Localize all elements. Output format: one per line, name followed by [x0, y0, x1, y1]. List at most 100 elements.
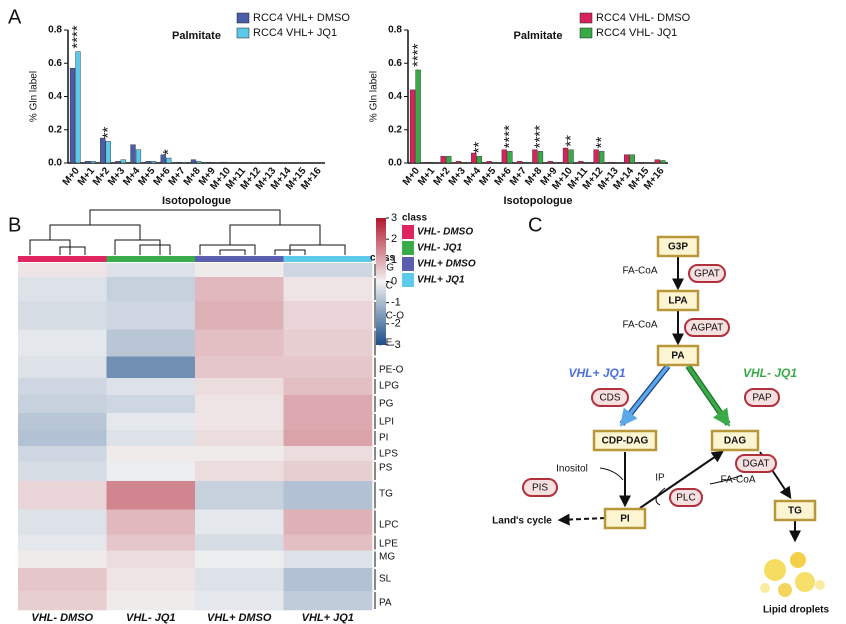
heatmap-cell — [283, 591, 373, 611]
legend-swatch — [402, 241, 414, 255]
heatmap-cell — [18, 550, 107, 569]
bar — [654, 159, 660, 164]
heatmap-cell — [106, 395, 196, 414]
bar — [522, 161, 528, 164]
bar — [440, 156, 446, 164]
y-axis-label: % Gln label — [369, 71, 380, 122]
legend-label: VHL- JQ1 — [417, 243, 462, 254]
heatmap-cell — [18, 263, 107, 278]
heatmap-cell — [18, 301, 107, 330]
pathway-node — [773, 499, 817, 522]
column-label: VHL- JQ1 — [126, 612, 176, 624]
heatmap-cell — [283, 509, 373, 535]
heatmap-cell — [195, 481, 284, 510]
colorbar-label: -3 — [391, 339, 401, 351]
enzyme — [688, 264, 726, 283]
heatmap-cell — [106, 356, 196, 379]
bar — [415, 69, 421, 164]
node-label: PI — [620, 514, 630, 525]
column-label: VHL+ JQ1 — [302, 612, 354, 624]
row-label: PC-O — [379, 311, 404, 322]
heatmap-cell — [106, 378, 196, 396]
heatmap-cell — [106, 413, 196, 431]
bar — [425, 161, 431, 164]
legend-swatch — [579, 27, 593, 39]
heatmap-cell — [283, 446, 373, 462]
x-axis-label: Isotopologue — [503, 195, 572, 207]
legend-swatch — [236, 27, 250, 39]
colorbar — [376, 218, 386, 345]
heatmap-cell — [106, 301, 196, 330]
heatmap-cell — [18, 395, 107, 414]
bar — [145, 161, 151, 164]
arrow-cds — [619, 364, 670, 427]
enzyme — [744, 388, 780, 407]
heatmap-cell — [18, 329, 107, 357]
bar — [624, 154, 630, 164]
node-label: PA — [671, 351, 684, 362]
legend-label: RCC4 VHL+ JQ1 — [253, 27, 337, 39]
significance: **** — [501, 125, 518, 149]
row-label: LPE — [379, 539, 398, 550]
group-bar — [106, 256, 195, 262]
bar — [120, 159, 126, 164]
enzyme-label: DGAT — [742, 459, 769, 470]
diagram-label: IP — [655, 473, 665, 484]
bar — [583, 161, 589, 164]
bar — [455, 161, 462, 164]
heatmap-cell — [106, 277, 196, 302]
heatmap-cell — [283, 430, 373, 447]
pathway-node — [592, 429, 658, 452]
heatmap-cell — [18, 413, 107, 431]
colorbar-label: 0 — [391, 275, 397, 287]
group-bar — [283, 256, 372, 262]
diagram-label: FA-CoA — [622, 320, 657, 331]
bar — [430, 161, 437, 164]
colorbar-label: 3 — [391, 212, 397, 224]
heatmap-cell — [283, 413, 373, 431]
heatmap-cell — [106, 591, 196, 611]
node-label: G3P — [668, 242, 688, 253]
heatmap-cell — [18, 378, 107, 396]
heatmap-cell — [106, 481, 196, 510]
colorbar-label: 2 — [391, 233, 397, 245]
bar — [501, 149, 508, 164]
enzyme — [684, 318, 730, 337]
arrow-pap — [686, 365, 730, 427]
legend-label: VHL+ JQ1 — [417, 275, 465, 286]
pathway-node — [710, 429, 760, 452]
y-tick-label: 0.4 — [388, 91, 402, 102]
bar — [150, 161, 157, 164]
enzyme — [591, 388, 629, 407]
heatmap-cell — [195, 356, 284, 379]
node-label: DAG — [724, 436, 746, 447]
legend-swatch — [579, 12, 593, 24]
enzyme-label: PAP — [752, 393, 772, 404]
heatmap-cell — [106, 461, 196, 482]
heatmap-cell — [18, 481, 107, 510]
diagram-label: FA-CoA — [622, 266, 657, 277]
panel-label: A — [8, 6, 22, 28]
bar — [608, 161, 615, 164]
column-label: VHL+ DMSO — [207, 612, 272, 624]
group-bar — [18, 256, 107, 262]
bar — [181, 161, 187, 164]
row-label: PS — [379, 463, 393, 474]
y-tick-label: 0.4 — [48, 91, 62, 102]
bar — [409, 89, 416, 164]
significance: ** — [562, 135, 579, 147]
node-label: TG — [788, 506, 802, 517]
heatmap-cell — [283, 461, 373, 482]
heatmap-cell — [195, 430, 284, 447]
heatmap-cell — [195, 568, 284, 592]
heatmap-cell — [106, 534, 196, 551]
row-label: LPI — [379, 417, 394, 428]
colorbar-label: -2 — [391, 318, 401, 330]
legend-label: VHL- DMSO — [417, 227, 473, 238]
enzyme — [522, 478, 558, 497]
heatmap-cell — [283, 550, 373, 569]
heatmap-cell — [106, 568, 196, 592]
bar — [115, 161, 121, 164]
row-label: DG — [379, 263, 394, 274]
